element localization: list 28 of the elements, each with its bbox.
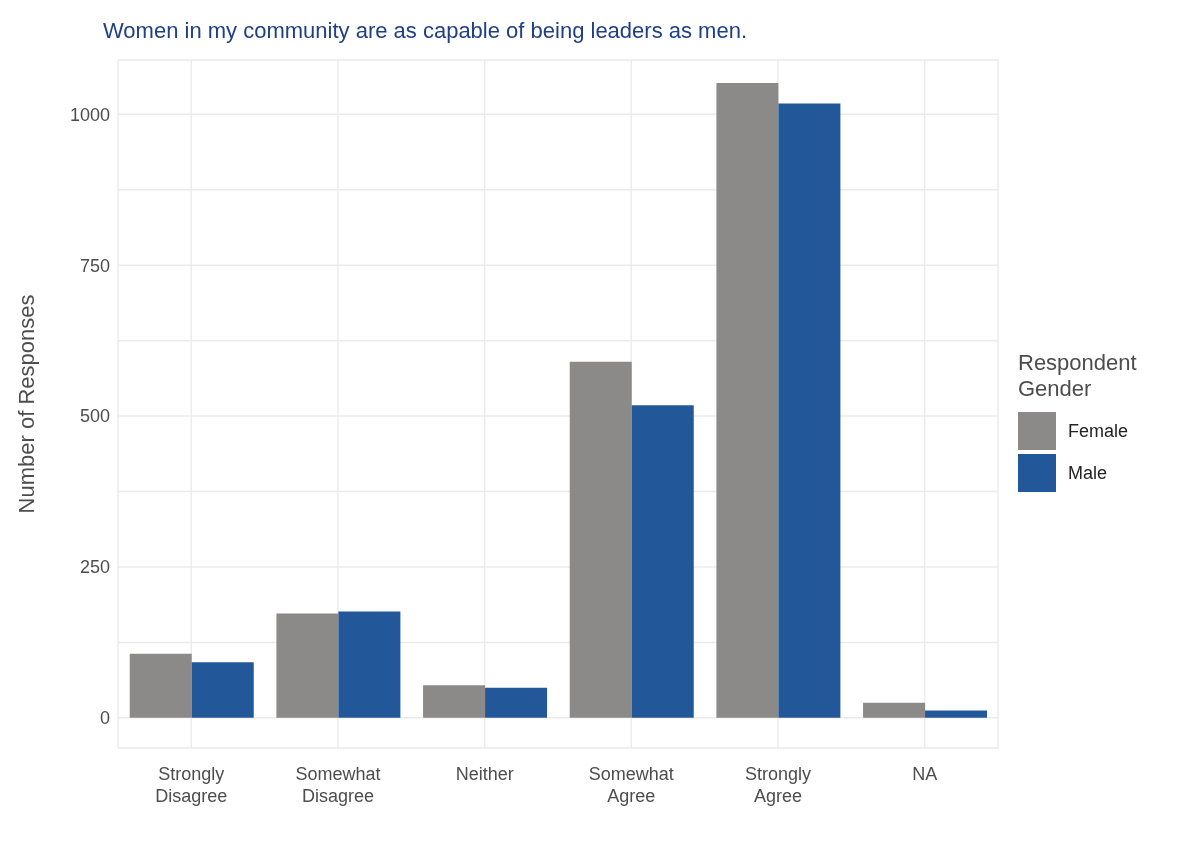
legend-title: Respondent Gender [1018, 350, 1138, 402]
legend-label: Female [1068, 420, 1129, 442]
bar [276, 613, 339, 718]
legend-label: Male [1068, 462, 1108, 484]
bar [631, 405, 694, 718]
x-tick-label: Somewhat Disagree [295, 764, 381, 806]
x-tick-label: Somewhat Agree [588, 764, 674, 806]
bar [778, 103, 841, 718]
y-tick-label: 0 [99, 708, 110, 729]
bar [569, 361, 632, 718]
bar [716, 82, 779, 718]
bar [863, 702, 926, 718]
bar [191, 662, 254, 718]
bar [485, 687, 548, 718]
x-tick-label: Strongly Agree [744, 764, 812, 806]
bar [423, 685, 486, 718]
x-tick-label: Strongly Disagree [155, 764, 228, 806]
bar [925, 710, 988, 718]
y-tick-label: 750 [79, 255, 110, 276]
x-tick-label: Neither [455, 764, 514, 784]
y-axis-title: Number of Responses [13, 294, 39, 514]
bar [129, 653, 192, 718]
y-tick-label: 250 [79, 557, 110, 578]
chart-title: Women in my community are as capable of being leaders as men. [103, 18, 748, 44]
y-tick-label: 1000 [69, 104, 110, 125]
y-tick-label: 500 [79, 406, 110, 427]
bar [338, 611, 401, 718]
x-tick-label: NA [912, 764, 938, 784]
